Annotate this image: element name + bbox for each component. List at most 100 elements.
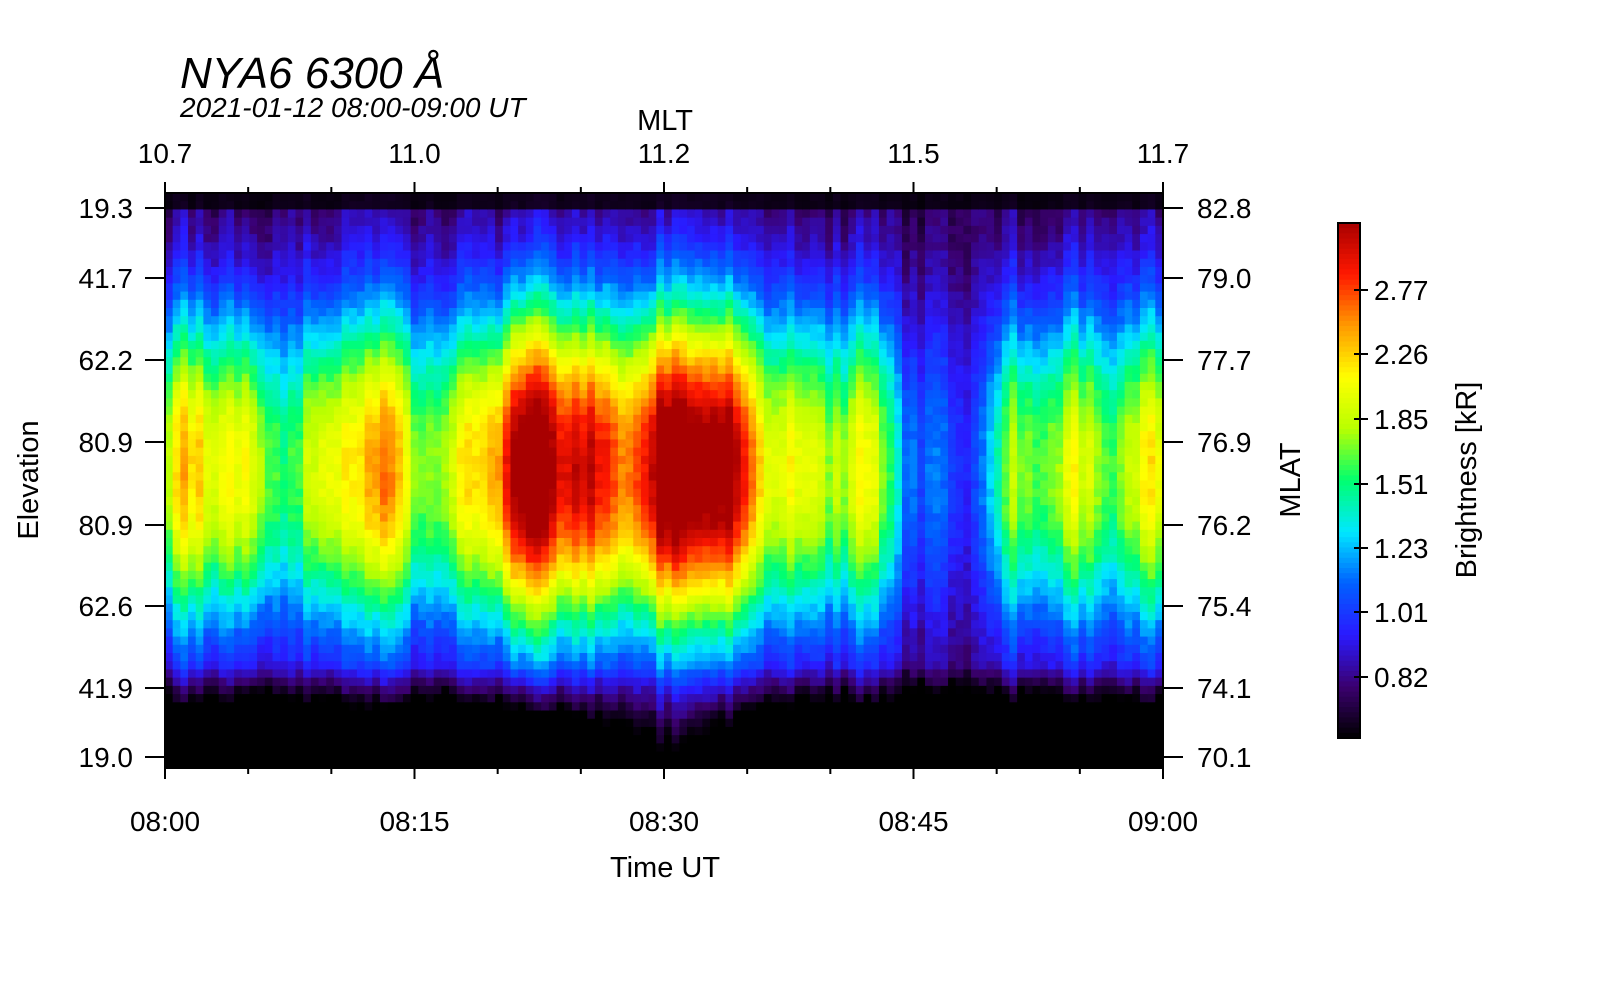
heatmap-cell <box>364 735 373 744</box>
heatmap-cell <box>671 759 680 769</box>
heatmap-cell <box>364 439 373 449</box>
heatmap-cell <box>617 702 627 712</box>
heatmap-cell <box>226 423 235 432</box>
heatmap-cell <box>556 217 565 227</box>
heatmap-cell <box>610 365 619 375</box>
heatmap-cell <box>326 365 335 375</box>
heatmap-cell <box>456 398 465 408</box>
heatmap-cell <box>295 373 304 383</box>
heatmap-cell <box>433 373 442 383</box>
heatmap-cell <box>533 546 542 556</box>
heatmap-cell <box>656 472 665 482</box>
heatmap-cell <box>564 603 573 613</box>
heatmap-cell <box>525 250 535 260</box>
heatmap-cell <box>333 751 343 761</box>
heatmap-cell <box>564 381 573 391</box>
heatmap-cell <box>234 620 243 629</box>
heatmap-cell <box>648 464 657 473</box>
heatmap-cell <box>472 513 481 523</box>
heatmap-cell <box>241 743 251 753</box>
heatmap-cell <box>449 488 458 498</box>
heatmap-cell <box>226 587 235 597</box>
heatmap-cell <box>502 718 512 728</box>
heatmap-cell <box>349 653 358 662</box>
heatmap-cell <box>664 710 673 720</box>
heatmap-cell <box>172 234 181 243</box>
heatmap-cell <box>610 620 619 629</box>
heatmap-cell <box>303 570 312 580</box>
heatmap-cell <box>356 488 366 498</box>
heatmap-cell <box>640 677 650 687</box>
heatmap-cell <box>687 718 696 728</box>
heatmap-cell <box>579 505 588 514</box>
heatmap-cell <box>356 611 366 621</box>
heatmap-cell <box>372 291 381 301</box>
heatmap-cell <box>456 250 465 260</box>
heatmap-cell <box>664 513 673 523</box>
heatmap-cell <box>625 349 634 358</box>
heatmap-cell <box>633 431 642 441</box>
heatmap-cell <box>326 611 335 621</box>
heatmap-cell <box>687 529 696 539</box>
heatmap-cell <box>564 349 573 358</box>
heatmap-cell <box>456 694 465 703</box>
heatmap-cell <box>333 611 343 621</box>
heatmap-cell <box>541 414 550 424</box>
heatmap-cell <box>387 595 396 605</box>
heatmap-cell <box>525 447 535 457</box>
heatmap-cell <box>610 710 619 720</box>
heatmap-cell <box>564 209 573 219</box>
heatmap-cell <box>257 496 266 506</box>
heatmap-cell <box>418 406 427 416</box>
heatmap-cell <box>165 513 174 523</box>
heatmap-cell <box>257 488 266 498</box>
heatmap-cell <box>165 455 174 465</box>
heatmap-cell <box>640 636 650 646</box>
heatmap-cell <box>548 275 558 284</box>
heatmap-cell <box>502 496 512 506</box>
heatmap-cell <box>687 390 696 399</box>
heatmap-cell <box>456 505 465 514</box>
heatmap-cell <box>387 579 396 588</box>
heatmap-cell <box>610 439 619 449</box>
heatmap-cell <box>264 505 274 514</box>
heatmap-cell <box>226 472 235 482</box>
heatmap-cell <box>426 406 435 416</box>
heatmap-cell <box>671 275 680 284</box>
heatmap-cell <box>379 291 389 301</box>
heatmap-cell <box>341 513 350 523</box>
heatmap-cell <box>295 480 304 490</box>
heatmap-cell <box>556 472 565 482</box>
heatmap-cell <box>188 193 197 202</box>
heatmap-cell <box>502 357 512 367</box>
heatmap-cell <box>188 242 197 252</box>
heatmap-cell <box>272 406 281 416</box>
heatmap-cell <box>671 751 680 761</box>
heatmap-cell <box>272 496 281 506</box>
heatmap-cell <box>402 324 412 334</box>
heatmap-cell <box>379 579 389 588</box>
heatmap-cell <box>426 496 435 506</box>
heatmap-cell <box>533 373 542 383</box>
heatmap-cell <box>241 193 251 202</box>
heatmap-cell <box>165 554 174 564</box>
heatmap-cell <box>280 694 289 703</box>
heatmap-cell <box>257 743 266 753</box>
heatmap-cell <box>449 661 458 671</box>
heatmap-cell <box>541 431 550 441</box>
heatmap-cell <box>234 538 243 547</box>
heatmap-cell <box>318 332 327 342</box>
heatmap-cell <box>203 316 212 326</box>
heatmap-cell <box>303 644 312 654</box>
heatmap-cell <box>648 308 657 317</box>
heatmap-cell <box>295 234 304 243</box>
heatmap-cell <box>610 751 619 761</box>
heatmap-cell <box>594 677 604 687</box>
heatmap-cell <box>203 406 212 416</box>
heatmap-cell <box>211 225 220 235</box>
heatmap-cell <box>640 464 650 473</box>
heatmap-cell <box>541 669 550 679</box>
heatmap-cell <box>664 628 673 638</box>
heatmap-cell <box>525 258 535 268</box>
heatmap-cell <box>625 529 634 539</box>
